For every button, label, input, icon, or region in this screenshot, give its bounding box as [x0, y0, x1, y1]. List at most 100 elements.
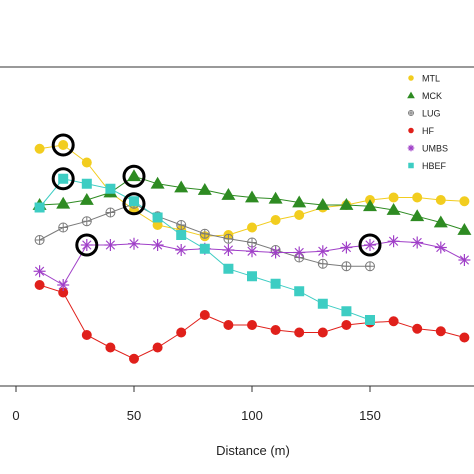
point-mck-180	[433, 215, 448, 228]
point-lug-130	[317, 258, 328, 269]
point-hbef-130	[317, 298, 328, 309]
point-hf-10	[34, 280, 45, 290]
legend-label-umbs: UMBS	[422, 144, 448, 154]
point-hbef-90	[223, 263, 234, 274]
point-hbef-70	[176, 230, 187, 240]
point-mck-140	[339, 198, 354, 210]
legend: MTL MCK LUG HF UMBS HBEF	[407, 74, 448, 171]
point-umbs-150	[364, 239, 376, 251]
x-tick-label-0: 0	[12, 408, 19, 423]
point-mck-80	[197, 183, 212, 195]
point-hf-180	[435, 326, 446, 337]
point-umbs-50	[128, 237, 140, 250]
point-hbef-20	[58, 173, 69, 184]
point-mck-170	[410, 209, 425, 222]
point-hf-140	[341, 320, 352, 330]
point-hf-70	[176, 327, 187, 338]
point-umbs-150-ray-3	[365, 240, 375, 250]
point-mck-150	[363, 199, 377, 212]
point-hbef-80	[199, 243, 210, 254]
point-hf-30	[81, 330, 92, 340]
point-hf-80	[199, 310, 210, 320]
point-mtl-180	[435, 195, 446, 205]
point-mtl-160	[388, 192, 399, 203]
point-mtl-120	[294, 210, 305, 220]
point-lug-40	[105, 207, 116, 218]
point-mck-120	[292, 195, 307, 208]
point-umbs-20-ray-3	[58, 280, 68, 290]
highlight-ring-1	[51, 167, 75, 191]
point-umbs-180	[434, 241, 447, 254]
point-hbef-30	[81, 178, 92, 189]
point-mtl-190	[459, 196, 470, 207]
legend-label-hbef: HBEF	[422, 161, 447, 171]
series-line-mck	[39, 175, 465, 231]
x-tick-label-150: 150	[359, 408, 381, 423]
point-mck-130	[315, 198, 330, 210]
point-umbs-60	[151, 239, 164, 251]
point-umbs-60-ray-3	[152, 240, 163, 250]
point-hf-20	[58, 287, 69, 298]
point-hbef-10	[34, 202, 45, 213]
point-umbs-100	[246, 245, 258, 258]
point-lug-80	[199, 228, 210, 239]
highlight-ring-0	[51, 133, 75, 157]
point-hbef-40	[105, 183, 116, 194]
point-mck-90	[221, 188, 236, 200]
point-umbs-10	[33, 265, 46, 278]
point-hbef-60	[152, 212, 163, 223]
series-group	[32, 140, 472, 364]
point-umbs-110-ray-3	[270, 247, 281, 258]
point-umbs-50-ray-3	[129, 239, 139, 249]
x-axis-title: Distance (m)	[216, 443, 290, 458]
point-umbs-70	[175, 244, 188, 256]
point-lug-90	[223, 233, 234, 244]
highlight-ring-5	[358, 233, 382, 257]
point-lug-150	[365, 261, 375, 272]
point-umbs-90-ray-3	[223, 245, 234, 255]
point-mtl-100	[247, 222, 257, 233]
legend-marker-umbs-ray-3	[408, 145, 414, 151]
point-umbs-130-ray-3	[318, 246, 328, 256]
point-hf-130	[317, 327, 328, 338]
point-mtl-10	[34, 143, 45, 154]
point-mck-20	[56, 196, 71, 209]
point-umbs-130	[316, 245, 329, 258]
point-umbs-140	[340, 241, 353, 254]
point-umbs-180-ray-3	[436, 242, 446, 253]
point-hbef-110	[270, 278, 281, 289]
highlight-ring-2	[122, 164, 146, 188]
point-umbs-90	[222, 244, 235, 256]
legend-label-mck: MCK	[422, 91, 442, 101]
legend-label-lug: LUG	[422, 109, 441, 119]
point-hf-160	[388, 316, 399, 327]
point-hf-110	[270, 325, 281, 335]
point-mck-190	[457, 223, 472, 235]
point-umbs-160-ray-3	[388, 236, 399, 246]
legend-marker-lug	[408, 110, 414, 116]
point-umbs-30	[80, 239, 93, 251]
point-umbs-190	[458, 254, 471, 266]
x-axis: 0 50 100 150	[12, 386, 381, 423]
legend-marker-hf	[408, 127, 414, 134]
point-hf-190	[459, 332, 470, 343]
point-umbs-160	[387, 235, 400, 248]
legend-label-mtl: MTL	[422, 74, 440, 84]
point-hbef-140	[341, 306, 352, 317]
highlight-ring-4	[75, 233, 99, 257]
point-hbef-120	[294, 286, 305, 297]
point-umbs-40-ray-3	[105, 240, 116, 250]
point-lug-10	[34, 235, 45, 245]
point-lug-70	[176, 220, 187, 230]
point-hf-90	[223, 320, 234, 330]
series-hf	[34, 280, 470, 364]
point-umbs-40	[104, 239, 117, 251]
legend-marker-hbef	[408, 162, 414, 169]
point-umbs-70-ray-3	[176, 245, 186, 255]
point-hbef-50	[129, 196, 139, 207]
point-umbs-20	[57, 279, 70, 291]
point-mck-160	[386, 203, 401, 215]
point-hf-120	[294, 327, 305, 338]
point-mck-70	[174, 180, 189, 193]
